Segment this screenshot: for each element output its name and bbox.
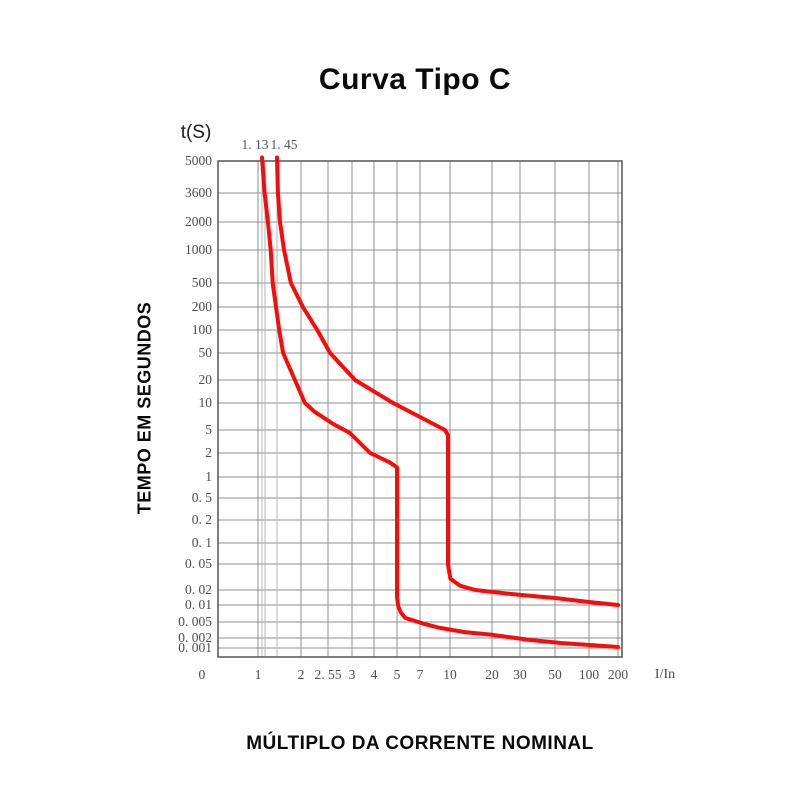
- x-tick-label: 0: [198, 667, 206, 682]
- y-tick-label: 20: [198, 371, 213, 387]
- y-axis-unit-label: t(S): [180, 122, 212, 143]
- y-tick-label: 2000: [185, 214, 212, 229]
- y-tick-label: 0. 001: [178, 640, 212, 656]
- curve-annotation: 1. 13: [241, 137, 269, 152]
- y-tick-label: 0. 5: [191, 489, 212, 505]
- y-tick-label: 1000: [185, 241, 212, 257]
- x-tick-label: 2. 55: [314, 667, 342, 682]
- x-axis-title: MÚLTIPLO DA CORRENTE NOMINAL: [246, 733, 594, 754]
- y-tick-label: 0. 1: [191, 535, 212, 551]
- curve-annotation: 1. 45: [270, 137, 298, 152]
- chart-title: Curva Tipo C: [318, 63, 512, 96]
- x-tick-label: 2: [297, 667, 305, 682]
- y-tick-label: 50: [198, 345, 213, 360]
- y-tick-label: 0. 01: [185, 597, 212, 613]
- y-tick-label: 0. 005: [178, 613, 212, 629]
- x-tick-label: 20: [485, 667, 499, 682]
- y-tick-label: 0. 05: [185, 556, 212, 571]
- y-tick-label: 100: [191, 321, 212, 337]
- x-tick-label: 50: [548, 667, 562, 682]
- y-tick-label: 0. 02: [185, 581, 212, 597]
- y-tick-label: 500: [191, 275, 212, 291]
- x-tick-label: 4: [370, 667, 378, 682]
- y-tick-label: 2: [205, 444, 212, 460]
- x-tick-label: 7: [416, 667, 424, 682]
- y-tick-label: 0. 002: [178, 630, 212, 645]
- x-tick-label: 5: [393, 667, 401, 682]
- y-tick-label: 0. 2: [191, 512, 212, 527]
- y-tick-label: 5: [205, 421, 212, 437]
- y-tick-label: 200: [191, 299, 212, 315]
- x-tick-label: 200: [607, 667, 629, 682]
- plot-border: [217, 160, 623, 658]
- y-tick-label: 5000: [185, 153, 212, 168]
- x-tick-label: 10: [443, 667, 457, 682]
- x-axis-unit-label: I/In: [654, 667, 676, 682]
- y-tick-label: 10: [198, 394, 213, 410]
- trip-curve-min: [260, 155, 620, 649]
- x-tick-label: 3: [348, 667, 356, 682]
- x-tick-label: 1: [254, 667, 262, 682]
- y-tick-label: 3600: [185, 184, 212, 200]
- trip-curve-max: [275, 155, 620, 607]
- x-tick-label: 100: [578, 667, 600, 682]
- x-tick-label: 30: [513, 667, 527, 682]
- y-tick-label: 1: [205, 469, 212, 484]
